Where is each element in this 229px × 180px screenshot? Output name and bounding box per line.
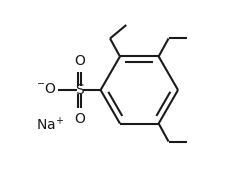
Text: Na$^{+}$: Na$^{+}$ xyxy=(36,116,64,134)
Text: $^{-}$O: $^{-}$O xyxy=(35,82,56,96)
Text: O: O xyxy=(74,54,85,68)
Text: O: O xyxy=(74,112,85,126)
Text: S: S xyxy=(75,83,84,97)
